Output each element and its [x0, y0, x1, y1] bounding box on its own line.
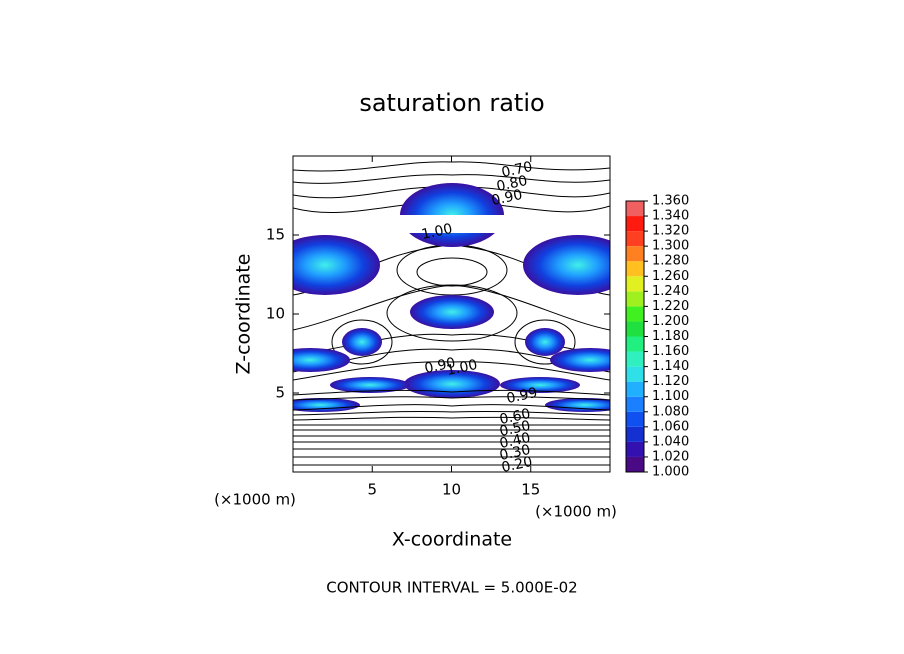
y-axis-label: Z-coordinate — [233, 254, 255, 375]
colorbar-band — [626, 276, 644, 292]
colorbar-band — [626, 291, 644, 307]
y-tick-label: 5 — [275, 384, 285, 402]
colorbar-label: 1.360 — [652, 194, 689, 209]
colorbar-label: 1.100 — [652, 389, 689, 404]
x-tick-label: 5 — [367, 481, 377, 499]
colorbar-label: 1.160 — [652, 344, 689, 359]
colorbar-band — [626, 261, 644, 277]
colorbar-band — [626, 411, 644, 427]
contour-label: 1.00 — [420, 221, 454, 243]
contour-label: 0.50 — [498, 418, 532, 440]
contour-label: 0.80 — [495, 173, 529, 195]
colorbar-label: 1.140 — [652, 359, 689, 374]
colorbar-band — [626, 366, 644, 382]
colorbar-band — [626, 201, 644, 217]
contour-label: 0.90 — [423, 355, 457, 377]
x-tick-label: 15 — [521, 481, 540, 499]
colorbar-band — [626, 306, 644, 322]
colorbar-band — [626, 336, 644, 352]
colorbar-band — [626, 426, 644, 442]
colorbar-label: 1.000 — [652, 465, 689, 480]
colorbar-label: 1.200 — [652, 314, 689, 329]
colorbar-label: 1.020 — [652, 449, 689, 464]
colorbar-band — [626, 456, 644, 472]
contour-field — [293, 161, 610, 466]
colorbar-band — [626, 441, 644, 457]
colorbar-label: 1.220 — [652, 299, 689, 314]
colorbar-label: 1.340 — [652, 209, 689, 224]
y-tick-label: 15 — [266, 226, 285, 244]
contour-label: 0.30 — [498, 442, 532, 464]
chart-title: saturation ratio — [359, 89, 544, 117]
colorbar-label: 1.120 — [652, 374, 689, 389]
colorbar-band — [626, 381, 644, 397]
contour-label: 1.00 — [445, 357, 479, 379]
x-tick-label: 10 — [442, 481, 461, 499]
y-tick-label: 10 — [266, 305, 285, 323]
colorbar-band — [626, 396, 644, 412]
colorbar-label: 1.280 — [652, 254, 689, 269]
footer: CONTOUR INTERVAL = 5.000E-02 — [326, 579, 577, 597]
colorbar-band — [626, 321, 644, 337]
colorbar-label: 1.320 — [652, 224, 689, 239]
colorbar-label: 1.080 — [652, 404, 689, 419]
contour-label: 0.90 — [490, 187, 524, 209]
contour-label: 0.20 — [500, 454, 534, 476]
colorbar-label: 1.180 — [652, 329, 689, 344]
colorbar-band — [626, 246, 644, 262]
colorbar-band — [626, 231, 644, 247]
contour-label: 0.99 — [505, 385, 539, 407]
contour-label: 0.40 — [498, 430, 532, 452]
colorbar-label: 1.260 — [652, 269, 689, 284]
x-axis-label: X-coordinate — [392, 529, 512, 551]
y-unit: (×1000 m) — [214, 491, 296, 509]
colorbar-label: 1.240 — [652, 284, 689, 299]
contour-label: 0.70 — [500, 159, 534, 181]
colorbar-band — [626, 351, 644, 367]
x-unit: (×1000 m) — [535, 503, 617, 521]
colorbar-band — [626, 216, 644, 232]
colorbar-label: 1.300 — [652, 239, 689, 254]
colorbar-label: 1.060 — [652, 419, 689, 434]
colorbar-label: 1.040 — [652, 434, 689, 449]
contour-label: 0.60 — [498, 406, 532, 428]
